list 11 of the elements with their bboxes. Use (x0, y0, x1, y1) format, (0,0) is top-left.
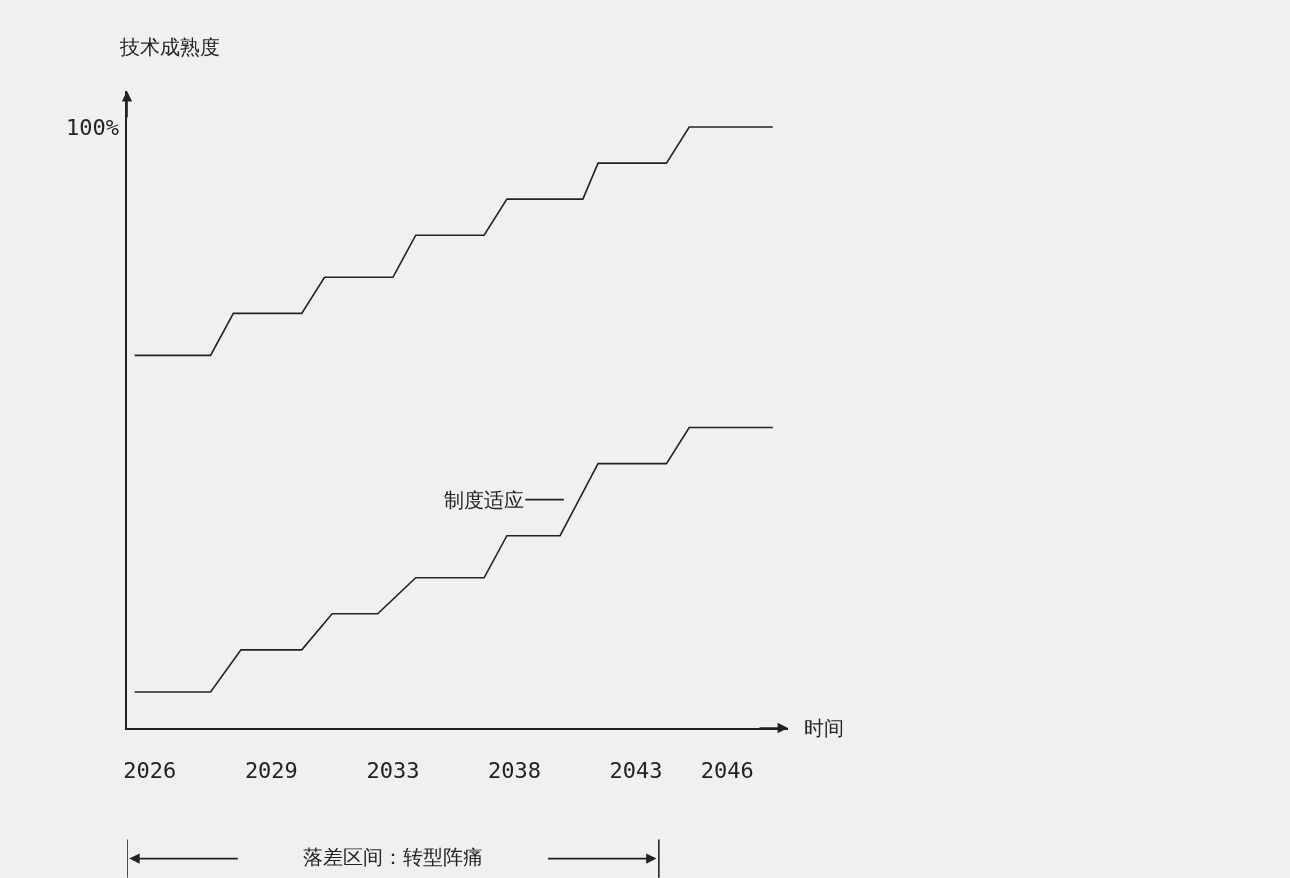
x-tick-label: 2043 (609, 758, 663, 784)
x-tick-label: 2046 (700, 758, 754, 784)
text: 落差区间：转型阵痛 (303, 845, 483, 869)
y-axis-title: 技术成熟度 (119, 35, 220, 59)
x-tick-label: 2033 (366, 758, 420, 784)
annotation: 制度适应 (444, 488, 524, 512)
x-tick-label: 2026 (123, 758, 177, 784)
text: 100% (66, 115, 119, 140)
x-axis-title: 时间 (804, 716, 844, 740)
x-tick-label: 2038 (487, 758, 541, 784)
x-tick-label: 2029 (244, 758, 298, 784)
